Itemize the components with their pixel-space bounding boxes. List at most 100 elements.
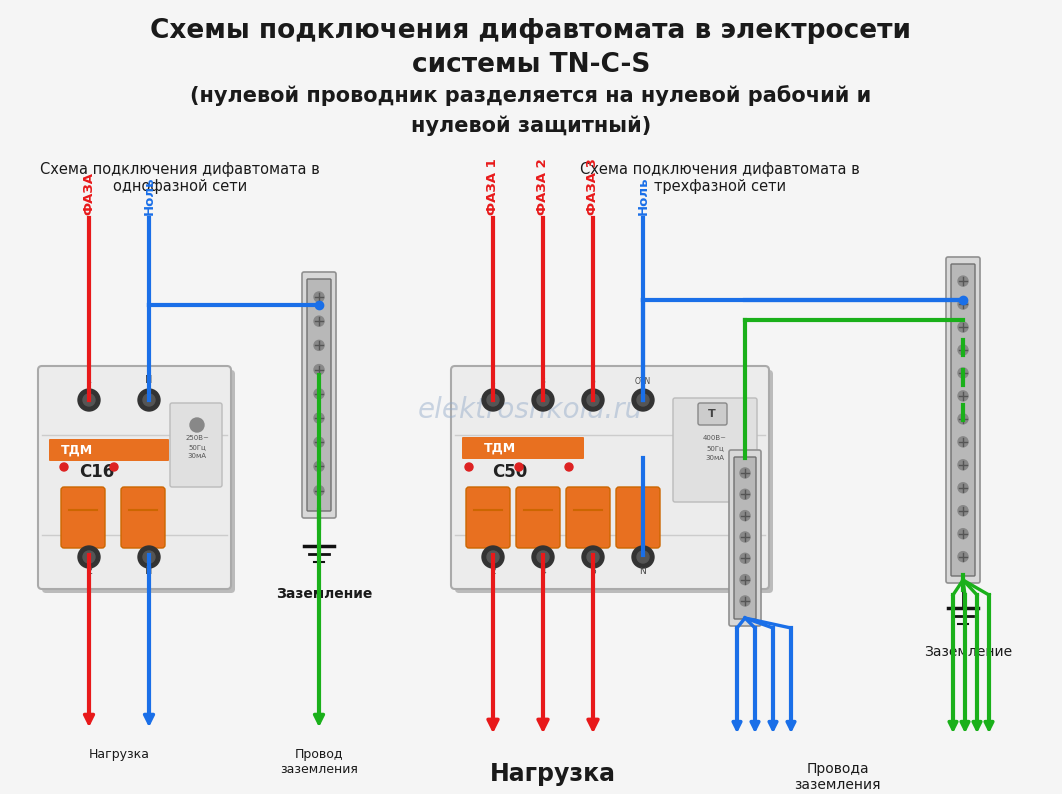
FancyBboxPatch shape <box>121 487 165 548</box>
Circle shape <box>958 276 967 286</box>
Circle shape <box>314 292 324 302</box>
Text: 400В~: 400В~ <box>703 435 727 441</box>
FancyBboxPatch shape <box>698 403 727 425</box>
Circle shape <box>487 394 499 406</box>
Text: elektroshkola.ru: elektroshkola.ru <box>417 396 643 424</box>
Circle shape <box>532 389 554 411</box>
FancyBboxPatch shape <box>734 457 756 619</box>
FancyBboxPatch shape <box>451 366 769 589</box>
Text: ФАЗА 3: ФАЗА 3 <box>586 158 600 215</box>
Text: (нулевой проводник разделяется на нулевой рабочий и: (нулевой проводник разделяется на нулево… <box>190 85 872 106</box>
FancyBboxPatch shape <box>516 487 560 548</box>
Text: Заземление: Заземление <box>924 645 1012 659</box>
Text: нулевой защитный): нулевой защитный) <box>411 115 651 136</box>
Circle shape <box>314 341 324 350</box>
Circle shape <box>740 511 750 521</box>
Circle shape <box>482 546 504 568</box>
Text: 1: 1 <box>86 375 92 385</box>
Text: 1: 1 <box>491 377 495 387</box>
Text: 30мА: 30мА <box>188 453 206 459</box>
FancyBboxPatch shape <box>455 370 773 593</box>
Circle shape <box>958 299 967 309</box>
Circle shape <box>958 414 967 424</box>
Text: Схема подключения дифавтомата в
однофазной сети: Схема подключения дифавтомата в однофазн… <box>40 162 320 195</box>
Text: 5: 5 <box>590 377 596 387</box>
Circle shape <box>632 389 654 411</box>
Text: 50Гц: 50Гц <box>188 444 206 450</box>
Circle shape <box>143 551 155 563</box>
Circle shape <box>582 389 604 411</box>
Text: 250В~: 250В~ <box>185 435 209 441</box>
Text: Провода
заземления: Провода заземления <box>794 762 880 792</box>
FancyBboxPatch shape <box>302 272 336 518</box>
Circle shape <box>487 551 499 563</box>
Text: Заземление: Заземление <box>276 587 372 601</box>
Circle shape <box>740 575 750 584</box>
Circle shape <box>958 345 967 355</box>
FancyBboxPatch shape <box>38 366 232 589</box>
Text: Нагрузка: Нагрузка <box>490 762 616 786</box>
FancyBboxPatch shape <box>673 398 757 502</box>
FancyBboxPatch shape <box>566 487 610 548</box>
FancyBboxPatch shape <box>170 403 222 487</box>
Circle shape <box>958 552 967 561</box>
Text: N: N <box>145 566 153 576</box>
Text: Схемы подключения дифавтомата в электросети: Схемы подключения дифавтомата в электрос… <box>151 18 911 44</box>
Circle shape <box>314 461 324 472</box>
FancyBboxPatch shape <box>466 487 510 548</box>
Circle shape <box>314 413 324 423</box>
Circle shape <box>958 368 967 378</box>
Text: N: N <box>639 566 647 576</box>
Text: 6: 6 <box>590 566 596 576</box>
Circle shape <box>59 463 68 471</box>
Text: ФАЗА 1: ФАЗА 1 <box>486 158 499 215</box>
Circle shape <box>138 546 160 568</box>
Text: 30мА: 30мА <box>705 455 724 461</box>
Circle shape <box>740 532 750 542</box>
Circle shape <box>637 551 649 563</box>
FancyBboxPatch shape <box>49 439 169 461</box>
Circle shape <box>482 389 504 411</box>
Text: 3: 3 <box>541 377 546 387</box>
Circle shape <box>515 463 523 471</box>
Text: Ноль: Ноль <box>142 176 155 215</box>
Text: 50Гц: 50Гц <box>706 445 724 451</box>
Circle shape <box>740 596 750 606</box>
Circle shape <box>537 394 549 406</box>
Circle shape <box>740 468 750 478</box>
FancyBboxPatch shape <box>729 450 761 626</box>
Circle shape <box>314 486 324 495</box>
Circle shape <box>565 463 573 471</box>
FancyBboxPatch shape <box>61 487 105 548</box>
Circle shape <box>532 546 554 568</box>
Text: 4: 4 <box>541 566 546 576</box>
Text: ФАЗА 2: ФАЗА 2 <box>536 158 549 215</box>
Circle shape <box>190 418 204 432</box>
Circle shape <box>143 394 155 406</box>
Circle shape <box>537 551 549 563</box>
Circle shape <box>314 389 324 399</box>
Circle shape <box>78 389 100 411</box>
FancyBboxPatch shape <box>42 370 235 593</box>
Circle shape <box>958 460 967 470</box>
Text: 2: 2 <box>86 566 92 576</box>
FancyBboxPatch shape <box>616 487 660 548</box>
Circle shape <box>958 483 967 493</box>
Circle shape <box>637 394 649 406</box>
Circle shape <box>587 551 599 563</box>
Circle shape <box>138 389 160 411</box>
Text: С16: С16 <box>80 463 115 481</box>
Circle shape <box>958 506 967 516</box>
Circle shape <box>958 322 967 332</box>
Circle shape <box>958 391 967 401</box>
Text: 2: 2 <box>491 566 496 576</box>
FancyBboxPatch shape <box>950 264 975 576</box>
Text: Схема подключения дифавтомата в
трехфазной сети: Схема подключения дифавтомата в трехфазн… <box>580 162 860 195</box>
Circle shape <box>958 529 967 538</box>
FancyBboxPatch shape <box>307 279 331 511</box>
Circle shape <box>83 551 95 563</box>
Text: С50: С50 <box>493 463 528 481</box>
Circle shape <box>314 316 324 326</box>
Circle shape <box>740 489 750 499</box>
Text: Нагрузка: Нагрузка <box>88 748 150 761</box>
